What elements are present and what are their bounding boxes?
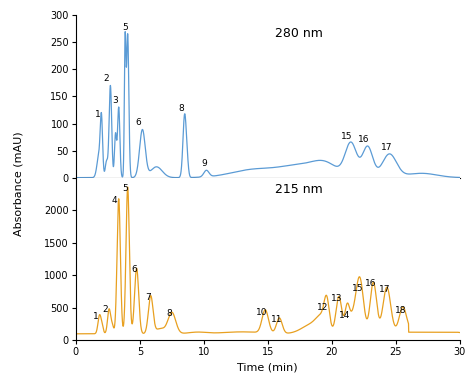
Text: 5: 5 [122, 23, 128, 31]
Text: 13: 13 [330, 294, 342, 303]
Text: 215 nm: 215 nm [274, 183, 322, 196]
Text: 280 nm: 280 nm [274, 27, 322, 40]
Text: 11: 11 [271, 315, 283, 324]
Text: 16: 16 [365, 279, 376, 288]
Text: 6: 6 [131, 265, 137, 274]
Text: 14: 14 [339, 311, 350, 319]
Text: 7: 7 [145, 293, 151, 302]
Text: Absorbance (mAU): Absorbance (mAU) [14, 131, 24, 236]
Text: 4: 4 [111, 196, 117, 205]
Text: 1: 1 [95, 110, 100, 119]
Text: 6: 6 [136, 118, 141, 127]
Text: 17: 17 [381, 142, 392, 152]
Text: 15: 15 [341, 133, 353, 141]
Text: 10: 10 [255, 308, 267, 317]
Text: 1: 1 [93, 312, 99, 322]
Text: 17: 17 [379, 285, 390, 293]
X-axis label: Time (min): Time (min) [237, 363, 298, 372]
Text: 8: 8 [166, 309, 172, 318]
Text: 9: 9 [201, 159, 207, 168]
Text: 2: 2 [104, 74, 109, 83]
Text: 16: 16 [358, 135, 370, 144]
Text: 5: 5 [122, 184, 128, 193]
Text: 18: 18 [394, 306, 406, 315]
Text: 12: 12 [317, 303, 328, 312]
Text: 3: 3 [112, 96, 118, 105]
Text: 15: 15 [352, 284, 363, 293]
Text: 8: 8 [178, 104, 183, 113]
Text: 2: 2 [102, 305, 108, 314]
